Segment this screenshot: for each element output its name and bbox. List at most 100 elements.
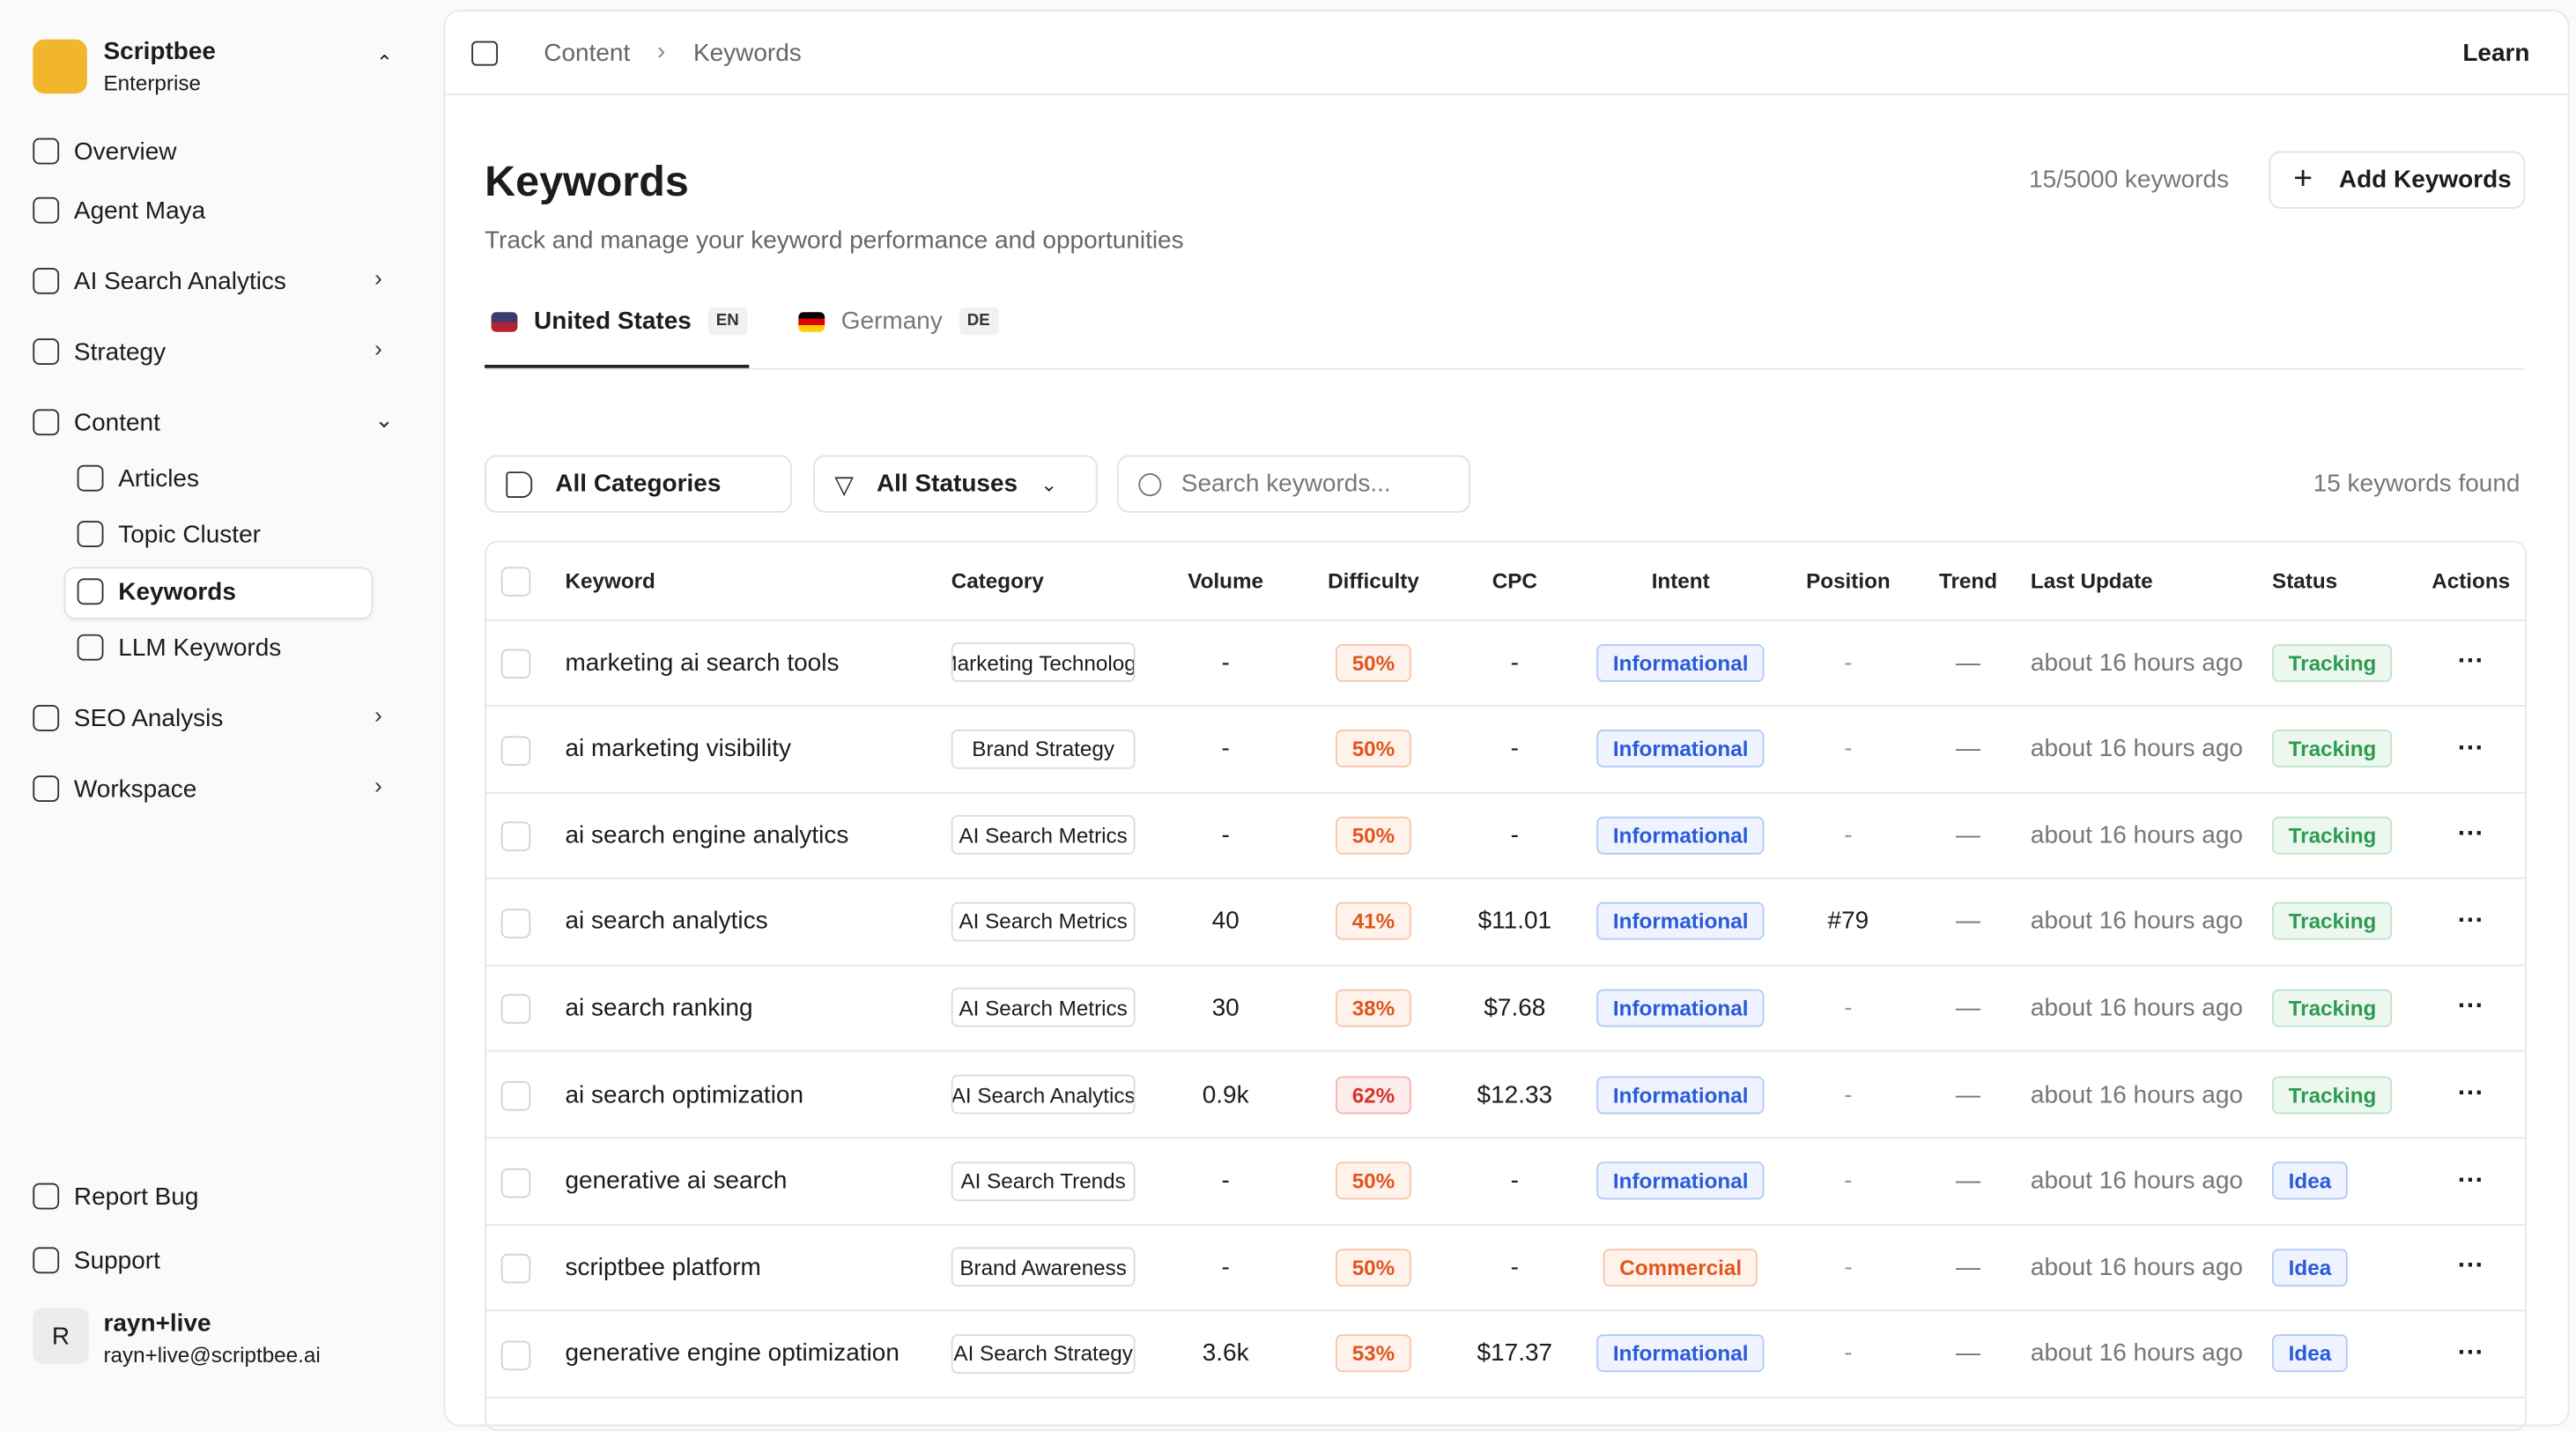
- row-checkbox[interactable]: [500, 1254, 531, 1284]
- sidebar-toggle[interactable]: [471, 41, 499, 66]
- difficulty-badge: 41%: [1336, 902, 1411, 941]
- category-filter[interactable]: All Categories: [485, 455, 792, 513]
- keyword: generative engine optimization: [565, 1339, 899, 1368]
- table-row[interactable]: ai search ranking AI Search Metrics 30 38% $…: [485, 965, 2526, 1053]
- keyword: ai search analytics: [565, 907, 768, 936]
- flag: [798, 311, 825, 331]
- cell: Tracking: [2272, 706, 2394, 791]
- search-input[interactable]: Search keywords...: [1117, 455, 1470, 513]
- cell: 3.6k: [1203, 1311, 1249, 1397]
- table-row[interactable]: marketing ai search tools Marketing Techn…: [485, 619, 2526, 707]
- nav-item[interactable]: Keywords: [77, 568, 236, 614]
- cell: 30: [1212, 965, 1240, 1050]
- tab-label: United States: [534, 307, 692, 336]
- trend: —: [1956, 1253, 1981, 1281]
- add-button[interactable]: + Add Keywords: [2269, 151, 2526, 209]
- column-header: Status: [2272, 568, 2338, 594]
- row-checkbox[interactable]: [500, 735, 531, 766]
- nav-label: Topic Cluster: [118, 520, 261, 548]
- row-actions[interactable]: ···: [2457, 647, 2484, 676]
- tab[interactable]: Germany DE: [798, 307, 999, 336]
- cell: 40: [1212, 879, 1240, 964]
- row-checkbox[interactable]: [500, 1340, 531, 1370]
- row-checkbox[interactable]: [500, 994, 531, 1025]
- cell: -: [1511, 706, 1519, 791]
- row-checkbox[interactable]: [500, 649, 531, 679]
- row-checkbox[interactable]: [500, 1081, 531, 1111]
- table-row[interactable]: ai search engine analytics AI Search Metr…: [485, 792, 2526, 880]
- nav-item[interactable]: SEO Analysis: [33, 695, 223, 741]
- nav-item[interactable]: Agent Maya: [33, 188, 205, 234]
- learn-link[interactable]: Learn: [2462, 39, 2530, 68]
- nav-item[interactable]: Topic Cluster: [77, 511, 261, 557]
- org-name[interactable]: Scriptbee: [103, 37, 216, 66]
- breadcrumb[interactable]: Content: [544, 39, 631, 68]
- row-actions[interactable]: ···: [2457, 993, 2484, 1021]
- user-name[interactable]: rayn+live: [103, 1309, 211, 1338]
- cell: -: [1221, 792, 1229, 878]
- keyword-quota: 15/5000 keywords: [2029, 166, 2230, 195]
- nav-item[interactable]: AI Search Analytics: [33, 258, 286, 304]
- cell: generative ai search: [565, 1138, 787, 1224]
- nav-item[interactable]: Workspace: [33, 766, 196, 812]
- intent-badge: Informational: [1596, 730, 1765, 768]
- status-filter[interactable]: ▽ All Statuses ⌄: [813, 455, 1098, 513]
- nav-active-bg: [63, 567, 374, 620]
- cpc: $11.01: [1477, 907, 1552, 936]
- cell: Informational: [1596, 1051, 1765, 1137]
- nav-item[interactable]: Overview: [33, 128, 176, 174]
- row-checkbox[interactable]: [500, 821, 531, 852]
- cpc: $17.37: [1477, 1339, 1553, 1368]
- cell: 50%: [1336, 706, 1411, 791]
- status-badge: Idea: [2272, 1334, 2348, 1373]
- cell: about 16 hours ago: [2031, 1051, 2243, 1137]
- row-actions[interactable]: ···: [2457, 1252, 2484, 1281]
- cpc: -: [1510, 648, 1520, 677]
- cell: —: [1956, 1225, 1980, 1310]
- nav-item[interactable]: Support: [33, 1237, 160, 1283]
- row-actions[interactable]: ···: [2457, 733, 2484, 762]
- column-header: Category: [951, 568, 1044, 594]
- tab-divider: [485, 367, 2526, 370]
- cell: about 16 hours ago: [2031, 792, 2243, 878]
- table-row[interactable]: ai search analytics AI Search Metrics 40 41…: [485, 879, 2526, 967]
- header-divider: [445, 93, 2568, 96]
- nav-label: AI Search Analytics: [73, 267, 286, 295]
- row-actions[interactable]: ···: [2457, 1079, 2484, 1108]
- table-row[interactable]: scriptbee platform Brand Awareness - 50% - Co…: [485, 1225, 2526, 1312]
- cell: ai search analytics: [565, 879, 767, 964]
- row-actions[interactable]: ···: [2457, 1166, 2484, 1194]
- nav-item[interactable]: Strategy: [33, 329, 166, 374]
- table-row[interactable]: ai marketing visibility Brand Strategy - 50…: [485, 706, 2526, 793]
- org-switch[interactable]: ⌃: [376, 50, 393, 74]
- row-actions[interactable]: ···: [2457, 819, 2484, 849]
- category-tag: Brand Awareness: [951, 1247, 1136, 1287]
- cell: -: [1511, 1138, 1519, 1224]
- row-actions[interactable]: ···: [2457, 1338, 2484, 1368]
- table-row[interactable]: generative ai search AI Search Trends - 50%…: [485, 1138, 2526, 1226]
- category-tag: AI Search Strategy: [951, 1333, 1136, 1374]
- nav-icon: [33, 338, 60, 365]
- nav-item[interactable]: Report Bug: [33, 1173, 198, 1219]
- row-checkbox[interactable]: [500, 1168, 531, 1197]
- select-all[interactable]: [500, 567, 531, 597]
- cell: —: [1956, 965, 1980, 1050]
- nav-item[interactable]: LLM Keywords: [77, 625, 281, 671]
- nav-item[interactable]: Articles: [77, 456, 199, 501]
- cell: Idea: [2272, 1225, 2348, 1310]
- nav-item[interactable]: Content: [33, 399, 160, 445]
- row-actions[interactable]: ···: [2457, 906, 2484, 935]
- column-header: CPC: [1492, 568, 1537, 594]
- cell: Tracking: [2272, 1051, 2394, 1137]
- cell: about 16 hours ago: [2031, 965, 2243, 1050]
- cell: —: [1956, 879, 1980, 964]
- row-checkbox[interactable]: [500, 908, 531, 938]
- tab[interactable]: United States EN: [491, 307, 748, 336]
- table-row[interactable]: generative engine optimization AI Search …: [485, 1311, 2526, 1398]
- breadcrumb[interactable]: Keywords: [692, 39, 802, 68]
- trend: —: [1956, 734, 1981, 763]
- column-header: Last Update: [2030, 568, 2153, 594]
- table-row[interactable]: ai search optimization AI Search Analytic…: [485, 1051, 2526, 1139]
- cell: Idea: [2272, 1311, 2348, 1397]
- cell: —: [1956, 1138, 1980, 1224]
